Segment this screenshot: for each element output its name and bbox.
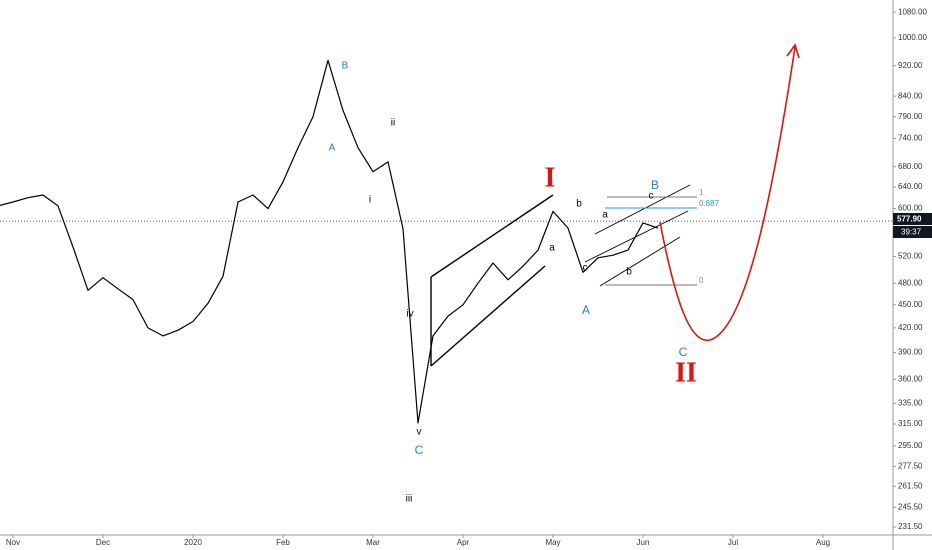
y-tick-label: 840.00 (898, 91, 923, 100)
x-tick-label: Feb (276, 538, 290, 547)
y-tick-label: 740.00 (898, 134, 923, 143)
wave-label: b (576, 199, 582, 210)
price-tag (893, 213, 932, 225)
small-channel (584, 184, 697, 287)
y-tick-label: 680.00 (898, 162, 923, 171)
x-tick-label: Jun (637, 538, 650, 547)
y-tick-label: 1080.00 (898, 7, 927, 16)
plot-area (0, 59, 893, 424)
x-tick-label: Mar (366, 538, 380, 547)
projection-arrow (786, 43, 800, 59)
y-tick-label: 420.00 (898, 323, 923, 332)
fib-label: 1 (699, 188, 704, 197)
y-tick-label: 245.50 (898, 502, 923, 511)
y-tick-label: 450.00 (898, 300, 923, 309)
fib-label: 0.887 (699, 199, 720, 208)
channel-line (599, 236, 681, 287)
channel-line (430, 194, 554, 278)
wave-label: iii (406, 494, 413, 505)
y-tick-label: 640.00 (898, 182, 923, 191)
wave-label: a (549, 243, 555, 254)
y-tick-label: 335.00 (898, 399, 923, 408)
x-tick-label: 2020 (184, 538, 202, 547)
channel-line (594, 184, 691, 235)
projection (659, 43, 800, 342)
wave-label: c (649, 191, 654, 202)
y-tick-label: 295.00 (898, 441, 923, 450)
y-tick-label: 231.50 (898, 522, 923, 531)
y-tick-label: 520.00 (898, 252, 923, 261)
projection-path (659, 46, 796, 342)
y-tick-label: 600.00 (898, 204, 923, 213)
wave-label: i (369, 195, 371, 206)
y-tick-label: 920.00 (898, 61, 923, 70)
y-axis: 1080.00 1000.00 920.00 840.00 790.00 740.00 68… (893, 7, 927, 531)
y-tick-label: 360.00 (898, 374, 923, 383)
y-tick-label: 315.00 (898, 419, 923, 428)
countdown-tag (893, 226, 932, 238)
x-tick-label: May (545, 538, 560, 547)
x-tick-label: Dec (96, 538, 110, 547)
wave-label: II (675, 357, 697, 388)
y-tick-label: 261.50 (898, 481, 923, 490)
countdown-label: 39:37 (901, 228, 922, 237)
channel-line (584, 210, 689, 263)
wave-label: B (651, 178, 659, 192)
price-tag-label: 577.90 (897, 215, 922, 224)
wave-label: iv (406, 309, 413, 320)
x-tick-label: Aug (816, 538, 830, 547)
y-tick-label: 1000.00 (898, 33, 927, 42)
wave-label: ii (391, 118, 395, 129)
x-tick-label: Nov (6, 538, 20, 547)
annotations: B A ii i iv v C iii I a b c A a b c B C … (329, 61, 720, 505)
wave-label: A (582, 303, 590, 317)
wave-label: I (545, 162, 556, 193)
wave-label: A (329, 143, 336, 154)
wave-label: B (342, 61, 349, 72)
price-line (0, 59, 659, 424)
y-tick-label: 790.00 (898, 112, 923, 121)
wave-label: a (602, 210, 608, 221)
channel-line (430, 265, 546, 367)
fib-label: 0 (699, 276, 704, 285)
y-tick-label: 480.00 (898, 278, 923, 287)
wave-label: c (583, 263, 588, 274)
y-tick-label: 390.00 (898, 348, 923, 357)
x-tick-label: Jul (728, 538, 738, 547)
x-axis: Nov Dec 2020 Feb Mar Apr May Jun Jul Aug (6, 535, 830, 547)
channel (430, 194, 554, 367)
wave-label: b (626, 267, 632, 278)
wave-label: C (679, 345, 688, 359)
y-tick-label: 277.50 (898, 461, 923, 470)
wave-label: v (417, 427, 422, 438)
wave-label: C (415, 443, 424, 457)
x-tick-label: Apr (457, 538, 470, 547)
